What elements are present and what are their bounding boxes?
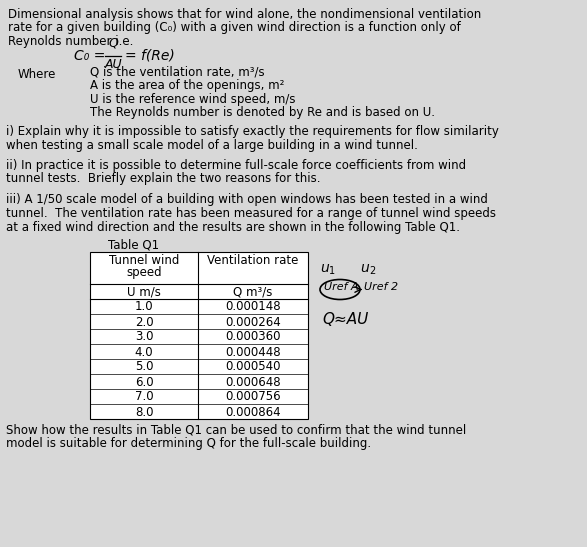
Text: 0.000448: 0.000448 bbox=[225, 346, 281, 358]
Text: speed: speed bbox=[126, 266, 162, 279]
Text: tunnel.  The ventilation rate has been measured for a range of tunnel wind speed: tunnel. The ventilation rate has been me… bbox=[6, 207, 496, 220]
Text: 5.0: 5.0 bbox=[135, 360, 153, 374]
Text: U m/s: U m/s bbox=[127, 286, 161, 299]
Text: = f(Re): = f(Re) bbox=[125, 49, 175, 62]
Text: tunnel tests.  Briefly explain the two reasons for this.: tunnel tests. Briefly explain the two re… bbox=[6, 172, 321, 185]
Text: Q: Q bbox=[108, 37, 118, 49]
Text: 1.0: 1.0 bbox=[134, 300, 153, 313]
Text: 0.000540: 0.000540 bbox=[225, 360, 281, 374]
Text: C₀ =: C₀ = bbox=[73, 49, 105, 62]
Text: 0.000648: 0.000648 bbox=[225, 375, 281, 388]
Text: 0.000864: 0.000864 bbox=[225, 405, 281, 418]
Text: ii) In practice it is possible to determine full-scale force coefficients from w: ii) In practice it is possible to determ… bbox=[6, 159, 466, 172]
Text: Q is the ventilation rate, m³/s: Q is the ventilation rate, m³/s bbox=[90, 66, 265, 79]
Text: Ventilation rate: Ventilation rate bbox=[207, 254, 299, 267]
Text: model is suitable for determining Q for the full-scale building.: model is suitable for determining Q for … bbox=[6, 437, 371, 450]
Text: 6.0: 6.0 bbox=[134, 375, 153, 388]
Text: Uref 2: Uref 2 bbox=[364, 282, 398, 292]
Text: The Reynolds number is denoted by Re and is based on U.: The Reynolds number is denoted by Re and… bbox=[90, 106, 435, 119]
Text: Dimensional analysis shows that for wind alone, the nondimensional ventilation: Dimensional analysis shows that for wind… bbox=[8, 8, 481, 21]
Text: 3.0: 3.0 bbox=[135, 330, 153, 344]
Text: AU: AU bbox=[104, 57, 122, 71]
Text: rate for a given building (C₀) with a given wind direction is a function only of: rate for a given building (C₀) with a gi… bbox=[8, 21, 461, 34]
Text: Q≈AU: Q≈AU bbox=[322, 311, 368, 327]
Text: 1: 1 bbox=[329, 265, 335, 276]
Text: u: u bbox=[320, 261, 329, 276]
Text: 0.000756: 0.000756 bbox=[225, 391, 281, 404]
Text: 2.0: 2.0 bbox=[134, 316, 153, 329]
Text: i) Explain why it is impossible to satisfy exactly the requirements for flow sim: i) Explain why it is impossible to satis… bbox=[6, 125, 499, 138]
Text: A is the area of the openings, m²: A is the area of the openings, m² bbox=[90, 79, 284, 92]
Text: 8.0: 8.0 bbox=[135, 405, 153, 418]
Text: at a fixed wind direction and the results are shown in the following Table Q1.: at a fixed wind direction and the result… bbox=[6, 220, 460, 234]
Text: Uref A: Uref A bbox=[324, 282, 359, 292]
Text: iii) A 1/50 scale model of a building with open windows has been tested in a win: iii) A 1/50 scale model of a building wi… bbox=[6, 194, 488, 207]
Text: 0.000148: 0.000148 bbox=[225, 300, 281, 313]
Text: Table Q1: Table Q1 bbox=[108, 238, 159, 251]
Text: 0.000360: 0.000360 bbox=[225, 330, 281, 344]
Text: U is the reference wind speed, m/s: U is the reference wind speed, m/s bbox=[90, 92, 295, 106]
Text: 0.000264: 0.000264 bbox=[225, 316, 281, 329]
Bar bbox=[90, 252, 308, 418]
Text: 2: 2 bbox=[369, 265, 375, 276]
Text: u: u bbox=[360, 261, 369, 276]
Text: when testing a small scale model of a large building in a wind tunnel.: when testing a small scale model of a la… bbox=[6, 139, 418, 152]
Text: Q m³/s: Q m³/s bbox=[233, 286, 273, 299]
Text: Where: Where bbox=[18, 67, 56, 80]
Text: Reynolds number i.e.: Reynolds number i.e. bbox=[8, 35, 133, 48]
Text: 4.0: 4.0 bbox=[134, 346, 153, 358]
Text: 7.0: 7.0 bbox=[134, 391, 153, 404]
Text: Show how the results in Table Q1 can be used to confirm that the wind tunnel: Show how the results in Table Q1 can be … bbox=[6, 423, 466, 437]
Text: Tunnel wind: Tunnel wind bbox=[109, 254, 179, 267]
